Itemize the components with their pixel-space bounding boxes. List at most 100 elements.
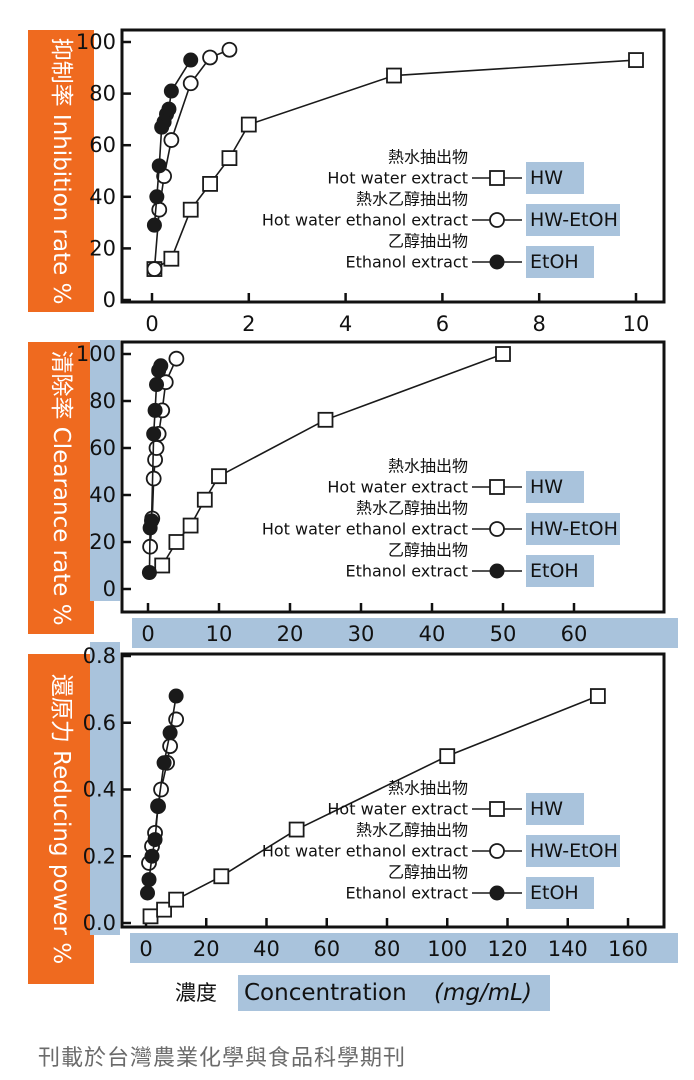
x-tick-label: 8	[533, 312, 546, 336]
legend-label-zh: 熱水抽出物	[388, 148, 468, 167]
legend-label-en: Ethanol extract	[345, 562, 468, 581]
legend: 熱水抽出物 Hot water extract HW 熱水乙醇抽出物 Hot water…	[262, 148, 620, 278]
legend-label-zh: 熱水乙醇抽出物	[356, 499, 468, 518]
data-point	[495, 346, 511, 362]
data-point	[240, 116, 257, 133]
y-tick-label: 0.2	[83, 844, 116, 868]
y-tick-label: 60	[89, 436, 116, 460]
data-point	[144, 513, 160, 529]
data-point	[146, 217, 162, 233]
chart-panel-3: 還原力 Reducing power % 0.0 0.2 0.4 0.6 0.8 0 20 40…	[28, 642, 678, 984]
x-tick-label: 60	[561, 622, 588, 646]
legend-marker	[489, 479, 505, 495]
legend-label-en: Hot water ethanol extract	[262, 520, 468, 539]
legend: 熱水抽出物 Hot water extract HW 熱水乙醇抽出物 Hot water…	[262, 457, 620, 587]
legend-key-highlight	[526, 162, 584, 194]
y-tick-label: 0.0	[83, 911, 116, 935]
y-tick-label: 80	[89, 389, 116, 413]
y-tick-label: 0.8	[83, 644, 116, 668]
data-point	[168, 534, 185, 550]
legend-marker	[489, 885, 505, 901]
x-tick-label: 6	[436, 312, 449, 336]
y-tick-label: 0	[103, 577, 116, 601]
y-tick-label: 20	[89, 236, 116, 260]
series-hw	[142, 688, 606, 925]
legend-label-en: Hot water ethanol extract	[262, 211, 468, 230]
data-point	[150, 798, 166, 814]
legend-marker	[489, 170, 505, 186]
chart-panel-1: 抑制率 Inhibition rate % 0 20 40 60 80 100 0 2 4 6 8 10…	[28, 28, 666, 336]
data-point	[168, 891, 185, 908]
legend-marker	[489, 254, 505, 270]
data-point	[628, 52, 644, 68]
x-tick-label: 10	[206, 622, 233, 646]
x-tick-label: 80	[374, 937, 401, 961]
legend-label-en: Hot water extract	[327, 478, 468, 497]
legend-key: HW	[530, 167, 563, 189]
data-point	[154, 557, 171, 574]
series-etoh	[140, 688, 184, 901]
x-tick-highlight	[130, 933, 678, 963]
data-point	[439, 748, 456, 765]
x-tick-label: 50	[490, 622, 517, 646]
data-point	[168, 350, 185, 367]
data-point	[140, 885, 156, 901]
data-point	[196, 491, 213, 508]
legend-label-en: Hot water extract	[327, 169, 468, 188]
data-point	[386, 67, 402, 84]
data-point	[142, 908, 159, 925]
x-axis-label: 濃度 Concentration (mg/mL)	[175, 975, 550, 1011]
data-point	[145, 470, 162, 487]
y-tick-label: 20	[89, 530, 116, 554]
y-tick-label: 100	[76, 30, 116, 54]
x-tick-label: 0	[139, 937, 152, 961]
y-tick-label: 0.6	[83, 711, 116, 735]
legend-label-zh: 熱水乙醇抽出物	[356, 821, 468, 840]
y-axis-label-band	[28, 30, 94, 312]
data-point	[163, 250, 180, 267]
x-tick-label: 2	[242, 312, 255, 336]
data-point	[151, 158, 167, 174]
data-point	[147, 402, 163, 418]
data-point	[163, 83, 179, 99]
series-hw-etoh	[141, 711, 185, 871]
data-point	[213, 868, 230, 885]
legend-label-zh: 乙醇抽出物	[388, 863, 468, 882]
legend-key: HW-EtOH	[530, 209, 618, 231]
data-point	[168, 688, 184, 704]
y-axis-label-band	[28, 654, 94, 984]
data-point	[202, 175, 218, 192]
legend-label-zh: 熱水乙醇抽出物	[356, 190, 468, 209]
y-axis-label: 清除率 Clearance rate %	[48, 350, 74, 625]
legend-key: HW	[530, 476, 563, 498]
x-axis-label-unit: (mg/mL)	[434, 980, 532, 1006]
x-tick-label: 140	[548, 937, 588, 961]
x-tick-label: 20	[277, 622, 304, 646]
x-tick-label: 10	[623, 312, 650, 336]
x-tick-label: 60	[313, 937, 340, 961]
x-tick-highlight	[132, 618, 678, 648]
series-etoh	[141, 358, 169, 581]
legend-key: EtOH	[530, 251, 579, 273]
data-point	[149, 189, 165, 205]
y-tick-label: 60	[89, 133, 116, 157]
legend-label-zh: 熱水抽出物	[388, 779, 468, 798]
y-tick-label: 0.4	[83, 778, 116, 802]
data-point	[182, 75, 199, 92]
data-point	[141, 872, 157, 888]
data-point	[202, 49, 218, 66]
data-point	[288, 821, 305, 838]
x-tick-label: 40	[253, 937, 280, 961]
plot-frame	[120, 28, 666, 304]
legend-key: EtOH	[530, 882, 579, 904]
legend-key-highlight	[526, 793, 584, 825]
plot-frame	[120, 340, 666, 614]
y-tick-label: 40	[89, 483, 116, 507]
legend-label-zh: 乙醇抽出物	[388, 232, 468, 251]
data-point	[589, 688, 606, 704]
y-tick-highlight	[90, 340, 120, 601]
data-point	[146, 261, 163, 277]
x-tick-label: 160	[608, 937, 648, 961]
legend-key: HW	[530, 798, 563, 820]
